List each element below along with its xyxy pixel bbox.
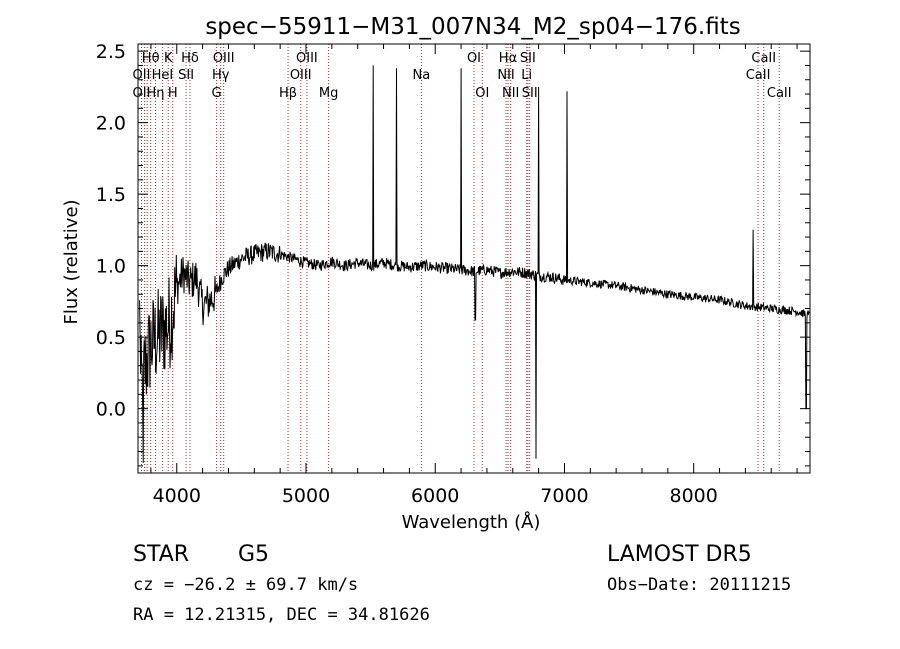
line-label: CaII	[751, 51, 776, 66]
y-axis: 0.0 0.5 1.0 1.5 2.0 2.5	[96, 41, 810, 467]
line-label: H	[168, 86, 178, 101]
ra-dec: RA = 12.21315, DEC = 34.81626	[133, 605, 430, 625]
line-label: Hδ	[181, 51, 199, 66]
x-axis-title: Wavelength (Å)	[402, 511, 541, 533]
line-label: OIII	[296, 51, 318, 66]
object-subclass: G5	[238, 542, 269, 567]
line-label: SII	[522, 86, 538, 101]
line-label: Hα	[499, 51, 517, 66]
line-label: G	[212, 86, 222, 101]
line-label: Li	[521, 68, 532, 83]
redshift-cz: cz = −26.2 ± 69.7 km/s	[133, 575, 358, 595]
line-label: SII	[178, 68, 194, 83]
line-label: NII	[502, 86, 519, 101]
x-tick-label: 5000	[282, 485, 330, 507]
line-label: SII	[520, 51, 536, 66]
line-label: Na	[413, 68, 431, 83]
line-label: OIII	[213, 51, 235, 66]
x-tick-label: 8000	[670, 485, 718, 507]
line-label: OII	[133, 68, 151, 83]
y-tick-label: 0.5	[96, 327, 126, 349]
line-label: NII	[497, 68, 514, 83]
x-tick-label: 6000	[411, 485, 459, 507]
plot-frame	[137, 43, 811, 474]
line-label: OII	[133, 86, 151, 101]
line-label: OIII	[290, 68, 312, 83]
survey-name: LAMOST DR5	[607, 542, 752, 567]
x-axis: 4000 5000 6000 7000 8000	[150, 44, 798, 507]
x-tick-label: 4000	[153, 485, 201, 507]
line-label: HeI	[152, 68, 174, 83]
x-tick-label: 7000	[540, 485, 588, 507]
line-label: OI	[467, 51, 481, 66]
reference-lines	[140, 44, 780, 473]
y-tick-label: 2.0	[96, 113, 126, 135]
y-tick-label: 0.0	[96, 399, 126, 421]
line-label: CaII	[767, 86, 792, 101]
line-label: OI	[475, 86, 489, 101]
line-label: Hθ	[142, 51, 160, 66]
chart-title: spec−55911−M31_007N34_M2_sp04−176.fits	[205, 14, 740, 40]
y-tick-label: 1.0	[96, 256, 126, 278]
line-label: CaII	[746, 68, 771, 83]
line-label: K	[164, 51, 173, 66]
line-label: Hγ	[212, 68, 230, 83]
spectrum-line	[139, 65, 810, 464]
y-tick-label: 1.5	[96, 184, 126, 206]
observation-date: Obs−Date: 20111215	[607, 575, 791, 595]
object-class: STAR	[133, 542, 189, 567]
line-label: Hη	[146, 86, 164, 101]
y-tick-label: 2.5	[96, 41, 126, 63]
y-axis-title: Flux (relative)	[61, 199, 82, 324]
line-label: Mg	[319, 86, 338, 101]
line-label: Hβ	[279, 86, 297, 101]
